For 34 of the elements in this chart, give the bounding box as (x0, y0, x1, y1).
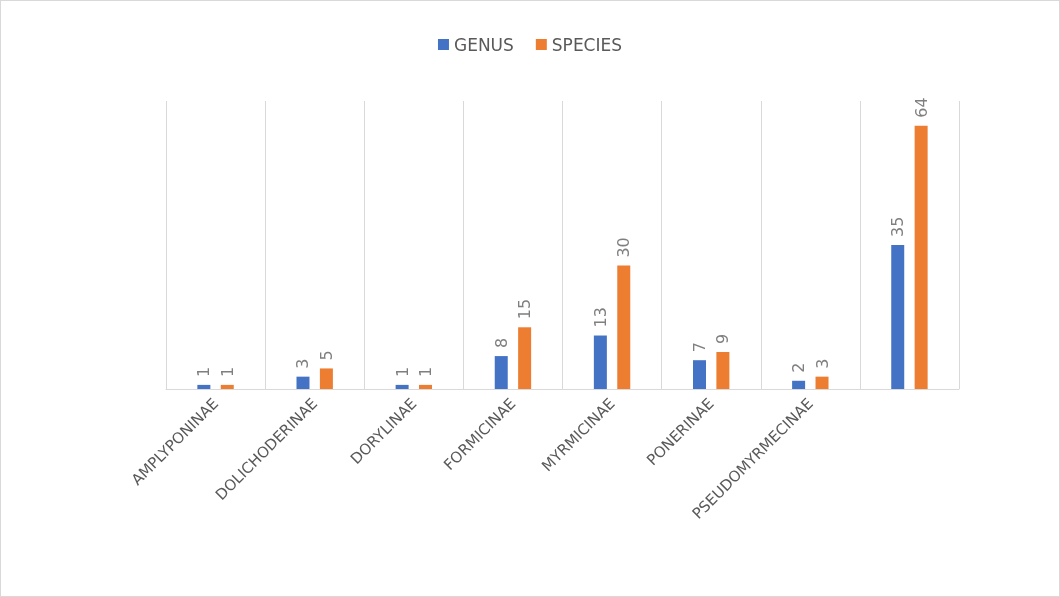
bar (914, 125, 928, 389)
bar (692, 360, 706, 389)
bar (419, 384, 433, 389)
bar (716, 351, 730, 389)
bar (593, 335, 607, 389)
data-label: 9 (713, 333, 733, 344)
bar (518, 327, 532, 389)
data-label: 1 (194, 366, 214, 377)
data-label: 64 (911, 97, 931, 118)
bar (197, 384, 211, 389)
data-label: 5 (316, 350, 336, 361)
legend-label: SPECIES (551, 34, 623, 55)
bar (395, 384, 409, 389)
bar (792, 380, 806, 389)
data-label: 35 (888, 216, 908, 237)
bar (617, 265, 631, 389)
bar (891, 245, 905, 389)
data-label: 1 (217, 366, 237, 377)
bar (319, 368, 333, 389)
data-label: 2 (789, 362, 809, 373)
data-label: 13 (590, 307, 610, 328)
bar (815, 376, 829, 389)
bar (494, 356, 508, 389)
data-label: 15 (515, 298, 535, 320)
data-label: 8 (491, 337, 511, 349)
data-label: 3 (293, 358, 313, 369)
bar (296, 376, 310, 389)
legend-label: GENUS (453, 34, 514, 55)
bar (220, 384, 234, 389)
data-label: 3 (812, 358, 832, 369)
data-label: 1 (392, 366, 412, 377)
data-label: 7 (689, 342, 709, 353)
data-label: 1 (416, 366, 436, 377)
data-label: 30 (614, 237, 634, 258)
